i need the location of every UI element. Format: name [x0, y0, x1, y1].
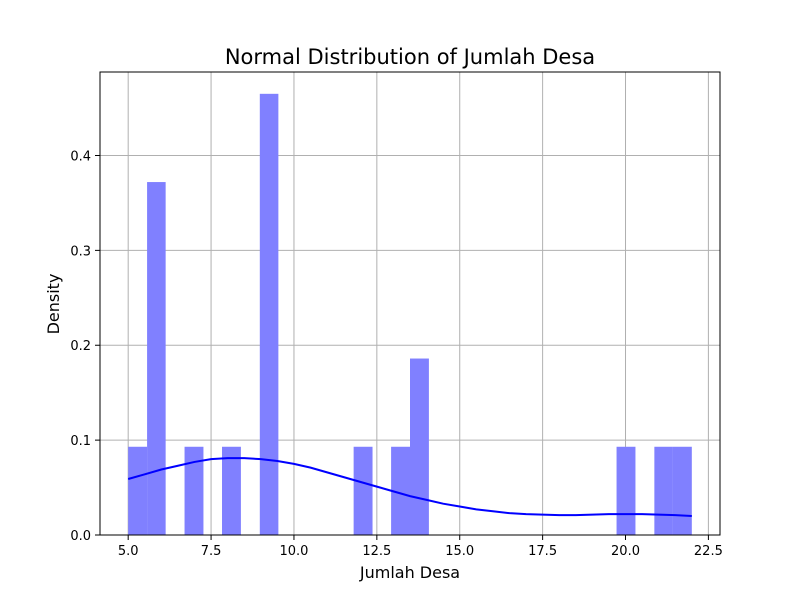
- y-tick-label: 0.3: [70, 244, 91, 259]
- x-tick-label: 17.5: [528, 544, 557, 559]
- y-tick-label: 0.4: [70, 149, 91, 164]
- histogram-bar: [353, 446, 373, 535]
- x-tick-label: 5.0: [118, 544, 139, 559]
- y-tick-label: 0.1: [70, 434, 91, 449]
- histogram-bar: [391, 446, 410, 535]
- plot-frame: [99, 71, 721, 536]
- y-tick-label: 0.0: [70, 529, 91, 544]
- y-axis-ticks: 0.0 0.1 0.2 0.3 0.4: [70, 149, 100, 544]
- y-tick-label: 0.2: [70, 339, 91, 354]
- x-tick-label: 10.0: [279, 544, 308, 559]
- x-tick-label: 20.0: [611, 544, 640, 559]
- histogram-bar: [184, 446, 204, 535]
- x-tick-label: 12.5: [362, 544, 391, 559]
- histogram-bar: [147, 182, 166, 535]
- histogram-bar: [222, 446, 241, 535]
- histogram-bar: [128, 446, 148, 535]
- x-tick-label: 15.0: [445, 544, 474, 559]
- chart-title: Normal Distribution of Jumlah Desa: [225, 45, 595, 69]
- histogram-bar: [410, 358, 429, 535]
- y-axis-label: Density: [44, 274, 63, 335]
- x-axis-ticks: 5.0 7.5 10.0 12.5 15.0 17.5 20.0 22.5: [118, 535, 723, 559]
- histogram-bar: [672, 446, 692, 535]
- kde-curve: [127, 457, 692, 518]
- x-axis-label: Jumlah Desa: [359, 563, 460, 582]
- histogram-bar: [259, 93, 279, 536]
- x-tick-label: 7.5: [201, 544, 222, 559]
- histogram-bar: [616, 446, 636, 535]
- histogram-bars: [128, 93, 692, 536]
- histogram-bar: [654, 446, 673, 535]
- x-tick-label: 22.5: [694, 544, 723, 559]
